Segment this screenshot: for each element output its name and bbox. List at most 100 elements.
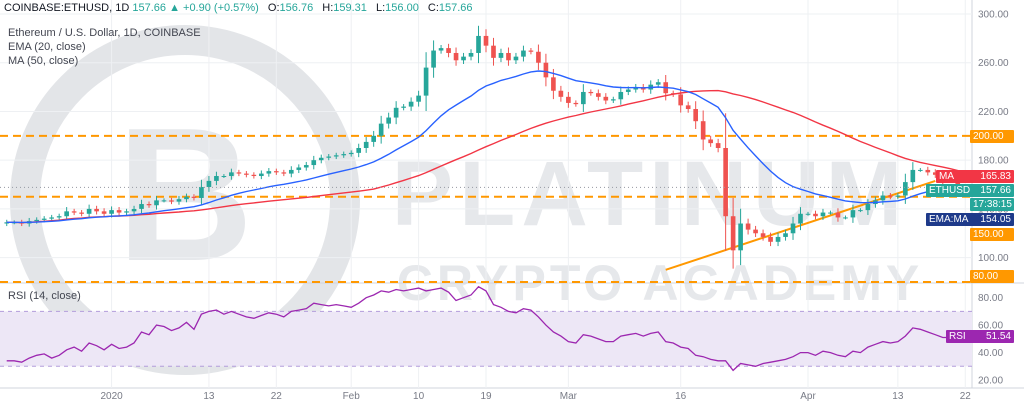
candle-body [244,173,249,175]
rsi-tick-label: 40.00 [978,348,1003,359]
candle-body [790,223,796,234]
candle-body [805,213,811,215]
time-tick-label: 2020 [100,391,123,402]
watermark-line1: PLATINUM [392,143,908,245]
candle-body [169,200,174,202]
candle-body [348,152,354,155]
candle-body [513,56,519,61]
price-badge: ETHUSD 157.66 [926,184,1014,197]
ma-legend[interactable]: MA (50, close) [8,55,79,67]
candle-body [423,67,429,96]
candle-body [431,50,436,68]
price-tick-label: 180.00 [978,156,1009,167]
rsi-pane[interactable] [0,285,972,372]
candle-body [229,172,234,177]
candle-body [326,156,332,158]
emama-badge: EMA:MA 154.05 [926,213,1014,226]
time-tick-label: 16 [675,391,687,402]
price-badge-name: ETHUSD [929,185,971,196]
candle-body [206,180,212,187]
candle-body [528,50,534,52]
candle-body [828,212,833,214]
candle-body [288,169,294,174]
candle-body [378,123,384,136]
candle-body [678,94,684,106]
candle-body [386,117,391,124]
time-tick-label: 22 [271,391,283,402]
candle-body [783,233,788,237]
candle-body [453,52,459,61]
candle-body [266,171,272,174]
open-value: 156.76 [279,2,314,14]
candle-body [214,176,219,181]
candle-body [274,171,279,173]
candle-body [932,172,938,175]
ma-badge: MA 165.83 [936,170,1014,183]
candle-body [880,195,886,201]
indicator-lines[interactable] [0,70,972,224]
candle-body [888,195,893,197]
candle-body [596,93,601,97]
candle-body [371,135,376,142]
candle-body [101,211,107,214]
ma-badge-name: MA [939,171,954,182]
candle-body [34,219,40,222]
ema-legend[interactable]: EMA (20, close) [8,41,86,53]
candle-body [199,186,204,198]
candle-body [918,169,923,171]
candle-body [925,169,931,173]
candle-body [798,213,803,224]
candle-body [86,208,92,214]
candle-body [109,210,114,214]
candle-body [446,48,451,53]
candle-body [625,89,631,92]
rsi-badge-name: RSI [949,331,966,342]
candle-body [438,48,444,51]
candle-body [251,174,257,177]
candle-body [56,216,62,218]
rsi-badge-value: 51.54 [985,331,1011,342]
high-value: 159.31 [333,2,367,14]
level-80-badge: 80.00 [970,270,1014,283]
low-label: L: [375,2,386,14]
candle-body [753,229,758,234]
low-value: 156.00 [385,2,419,14]
candle-body [573,102,579,105]
candle-body [491,45,496,58]
candles[interactable] [4,25,968,269]
candle-body [296,167,302,170]
candle-body [483,35,489,46]
rsi-tick-label: 80.00 [978,293,1003,304]
candle-body [700,121,706,140]
candle-body [858,210,863,212]
time-tick-label: 13 [203,391,215,402]
candle-body [610,99,616,101]
high-label: H: [322,2,334,14]
candle-body [363,141,369,148]
symbol-name: COINBASE:ETHUSD, 1D [4,2,130,14]
candle-body [655,82,661,85]
candle-body [303,165,309,168]
ma50-line [6,89,966,224]
time-tick-label: Mar [560,391,578,402]
rsi-tick-label: 60.00 [978,321,1003,332]
candle-body [850,210,856,218]
candle-body [820,212,826,217]
candle-body [116,210,122,213]
countdown-badge: 17:38:15 [970,198,1014,211]
emama-badge-value: 154.05 [980,214,1011,225]
candle-body [588,91,594,94]
symbol-bar: COINBASE:ETHUSD, 1D 157.66 ▲ +0.90 (+0.5… [4,2,479,14]
candle-body [768,236,773,242]
time-tick-label: 19 [480,391,492,402]
open-label: O: [267,2,280,14]
grid [0,0,1024,389]
rsi-legend[interactable]: RSI (14, close) [8,290,81,302]
horizontal-levels[interactable] [0,134,972,283]
candle-body [356,148,362,153]
candle-body [633,87,639,90]
time-tick-label: Feb [343,391,361,402]
candle-body [730,216,736,251]
candle-body [154,200,159,206]
